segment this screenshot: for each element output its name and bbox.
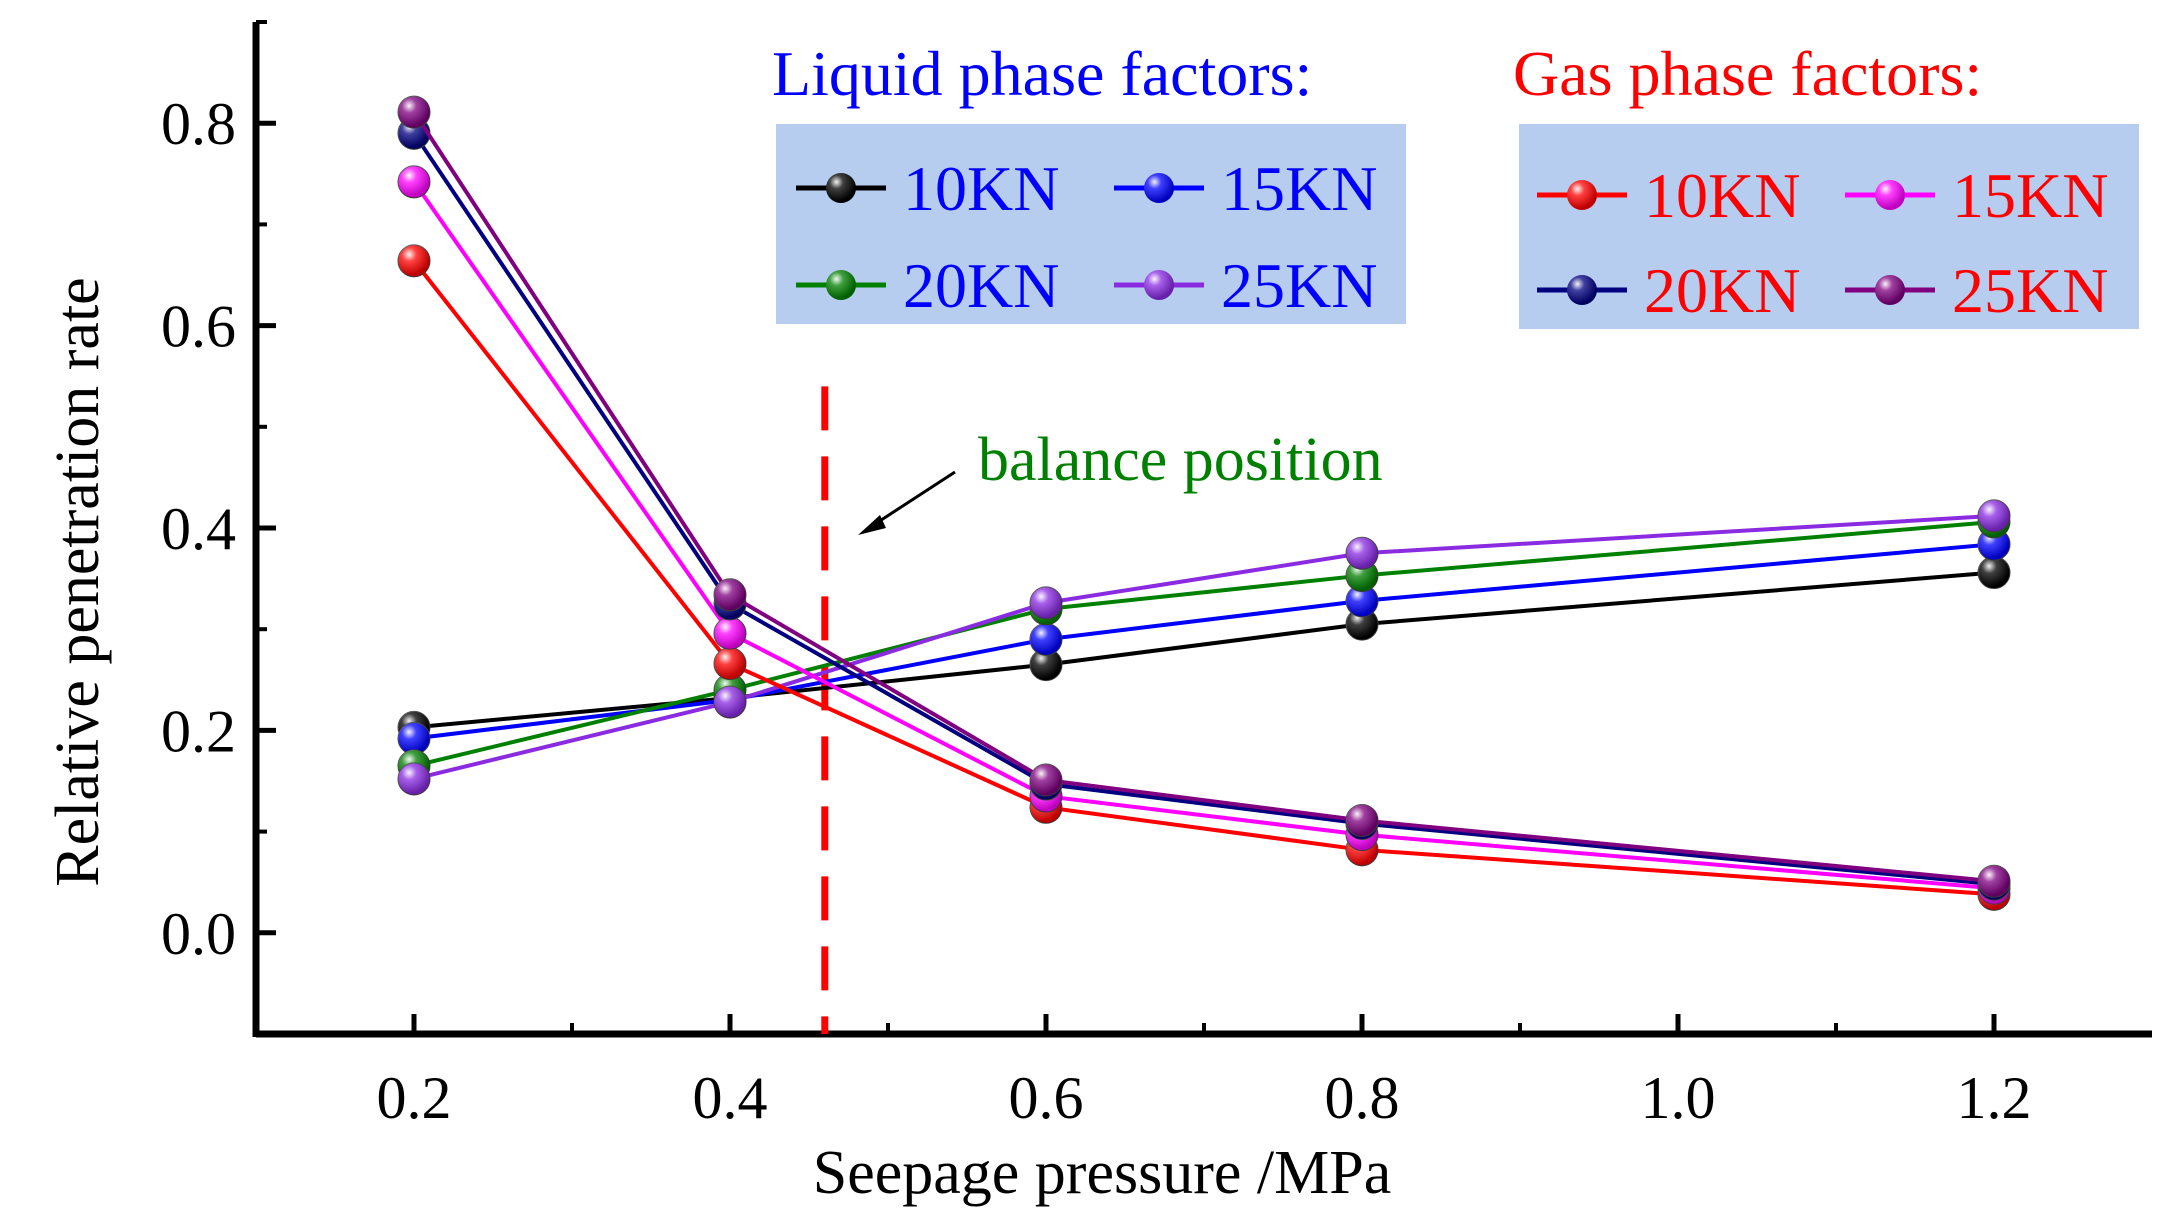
legend-gas: Gas phase factors:: [1513, 38, 2139, 329]
legend-marker-shine: [826, 173, 856, 203]
data-point-shine: [1346, 537, 1378, 570]
series-line: [413, 513, 1995, 781]
legend-entry: 25KN: [1114, 250, 1377, 321]
data-point-shine: [714, 578, 746, 611]
x-tick-label: 0.6: [1009, 1065, 1084, 1131]
balance-position-label: balance position: [978, 426, 1383, 494]
legend-label: 20KN: [903, 250, 1059, 321]
data-point-shine: [1030, 586, 1062, 619]
series-line: [413, 570, 1995, 730]
legend-entry: 10KN: [796, 153, 1059, 224]
x-tick-label: 0.4: [693, 1065, 768, 1131]
data-point-shine: [1346, 608, 1378, 641]
legend-liquid: Liquid phase factors:: [772, 38, 1406, 324]
data-point-shine: [714, 617, 746, 650]
x-tick-label: 1.2: [1957, 1065, 2032, 1131]
y-tick-label: 0.4: [161, 496, 236, 562]
series-liquid-25KN: [397, 499, 2011, 796]
balance-arrow: [858, 470, 956, 535]
legend-entry: 25KN: [1845, 255, 2108, 326]
data-point-shine: [1346, 584, 1378, 617]
data-point-shine: [1346, 804, 1378, 837]
series-layer: [397, 95, 2011, 911]
legend-marker-shine: [1144, 173, 1174, 203]
legend-marker-shine: [1875, 275, 1905, 305]
data-point-shine: [714, 647, 746, 680]
legend-marker-shine: [1875, 180, 1905, 210]
data-point-shine: [1978, 556, 2010, 589]
data-point-shine: [1978, 865, 2010, 898]
x-tick-label: 0.8: [1325, 1065, 1400, 1131]
data-point-shine: [1030, 648, 1062, 681]
data-point-shine: [714, 686, 746, 719]
x-tick-label: 0.2: [377, 1065, 452, 1131]
legend-items: 10KN 15KN 20KN 25KN 10KN 15KN 20KN 25KN: [796, 153, 2108, 326]
data-point-shine: [1030, 623, 1062, 656]
legend-label: 10KN: [903, 153, 1059, 224]
legend-marker-shine: [826, 270, 856, 300]
legend-entry: 10KN: [1537, 160, 1800, 231]
y-tick-label: 0.0: [161, 901, 236, 967]
x-ticks: 0.2 0.4 0.6 0.8 1.0 1.2: [377, 1014, 2032, 1131]
data-point-shine: [398, 762, 430, 795]
legend-liquid-box: [776, 124, 1406, 324]
legend-marker-shine: [1567, 180, 1597, 210]
y-tick-label: 0.8: [161, 91, 236, 157]
data-point-shine: [1030, 763, 1062, 796]
legend-entry: 15KN: [1114, 153, 1377, 224]
legend-gas-box: [1519, 124, 2139, 329]
legend-label: 10KN: [1644, 160, 1800, 231]
legend-label: 20KN: [1644, 255, 1800, 326]
series-liquid-10KN: [397, 556, 2011, 744]
data-point-shine: [398, 244, 430, 277]
legend-gas-title: Gas phase factors:: [1513, 38, 1982, 109]
data-point-shine: [1978, 499, 2010, 532]
legend-label: 25KN: [1221, 250, 1377, 321]
y-tick-label: 0.6: [161, 294, 236, 360]
legend-entry: 15KN: [1845, 160, 2108, 231]
legend-liquid-title: Liquid phase factors:: [772, 38, 1312, 109]
series-gas-25KN: [397, 95, 2011, 898]
data-point-shine: [398, 165, 430, 198]
legend-label: 15KN: [1221, 153, 1377, 224]
legend-marker-shine: [1144, 270, 1174, 300]
series-liquid-15KN: [397, 527, 2011, 755]
legend-label: 25KN: [1952, 255, 2108, 326]
x-tick-label: 1.0: [1641, 1065, 1716, 1131]
data-point-shine: [398, 722, 430, 755]
y-ticks: 0.0 0.2 0.4 0.6 0.8: [161, 20, 276, 1036]
legend-marker-shine: [1567, 275, 1597, 305]
legend-entry: 20KN: [1537, 255, 1800, 326]
x-axis-title: Seepage pressure /MPa: [813, 1139, 1392, 1207]
data-point-shine: [398, 96, 430, 129]
legend-label: 15KN: [1952, 160, 2108, 231]
y-axis-title: Relative penetration rate: [44, 277, 112, 886]
y-tick-label: 0.2: [161, 698, 236, 764]
legend-entry: 20KN: [796, 250, 1059, 321]
